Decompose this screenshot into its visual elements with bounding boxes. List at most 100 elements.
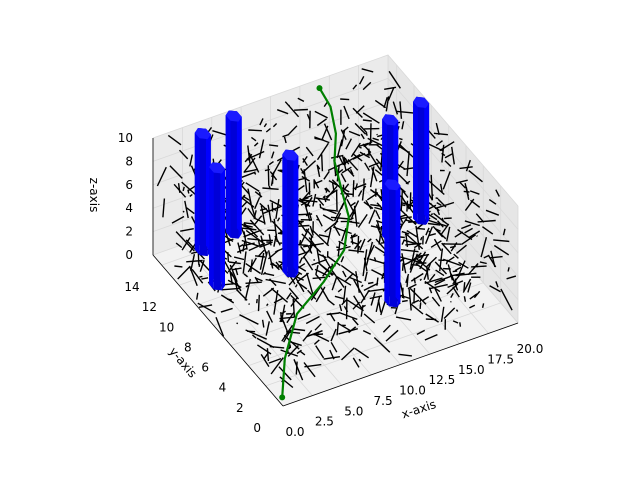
tree-edge bbox=[414, 257, 431, 271]
tree-edge bbox=[322, 214, 334, 222]
z-tick-label: 4 bbox=[125, 201, 133, 215]
tree-edge bbox=[268, 357, 282, 364]
tree-edge bbox=[354, 347, 369, 359]
tree-edge bbox=[283, 329, 292, 343]
tree-edge bbox=[258, 139, 265, 159]
z-tick-label: 10 bbox=[118, 131, 133, 145]
tree-edge bbox=[349, 276, 362, 284]
tree-edge bbox=[353, 295, 363, 309]
tree-edge bbox=[305, 146, 314, 157]
tree-edge bbox=[264, 272, 275, 277]
tree-edge bbox=[234, 277, 238, 291]
tree-edge bbox=[271, 262, 280, 271]
tree-edge bbox=[392, 101, 399, 115]
tree-edge bbox=[259, 118, 264, 126]
tree-edge bbox=[312, 230, 330, 247]
tree-edge bbox=[303, 362, 316, 378]
tree-edge bbox=[450, 293, 454, 298]
tree-edge bbox=[453, 253, 459, 259]
tree-edge bbox=[330, 328, 337, 342]
tree-edge bbox=[450, 273, 459, 291]
tree-edge bbox=[435, 269, 445, 277]
tree-edge bbox=[284, 101, 300, 118]
tree-edge bbox=[220, 307, 233, 313]
tree-edge bbox=[401, 299, 408, 303]
tree-edge bbox=[305, 213, 309, 217]
tree-edge bbox=[395, 316, 412, 321]
tree-edge bbox=[333, 203, 344, 222]
tree-edge bbox=[271, 220, 285, 234]
tree-edge bbox=[329, 349, 335, 360]
obstacle-top bbox=[382, 114, 399, 126]
tree-edge bbox=[185, 207, 195, 215]
obstacle bbox=[209, 162, 225, 291]
tree-edge bbox=[279, 376, 294, 389]
y-tick-label: 0 bbox=[253, 421, 261, 435]
tree-edge bbox=[191, 268, 204, 284]
tree-edge bbox=[459, 322, 462, 327]
tree-edge bbox=[259, 202, 269, 213]
tree-edge bbox=[273, 297, 284, 304]
y-tick-label: 8 bbox=[184, 341, 192, 355]
tree-edge bbox=[400, 249, 419, 253]
tree-edge bbox=[259, 242, 272, 248]
tree-edge bbox=[425, 256, 437, 268]
tree-edge bbox=[428, 230, 431, 233]
obstacle-top bbox=[209, 162, 225, 174]
tree-edge bbox=[348, 326, 357, 334]
x-tick-label: 12.5 bbox=[429, 373, 456, 387]
tree-edge bbox=[459, 166, 473, 170]
tree-edge bbox=[461, 224, 472, 230]
tree-edge bbox=[186, 259, 203, 263]
tree-edge bbox=[344, 153, 361, 164]
tree-edge bbox=[345, 138, 353, 150]
tree-edge bbox=[331, 276, 338, 291]
tree-edge bbox=[362, 329, 372, 335]
tree-edge bbox=[257, 294, 260, 312]
tree-edge bbox=[296, 281, 308, 290]
tree-edge bbox=[419, 253, 429, 270]
x-tick-label: 10.0 bbox=[399, 384, 426, 398]
tree-edge bbox=[242, 195, 250, 201]
tree-edge bbox=[502, 228, 506, 236]
tree-edge bbox=[245, 281, 262, 284]
tree-edge bbox=[267, 250, 274, 269]
tree-edge bbox=[362, 81, 372, 91]
tree-edge bbox=[331, 181, 335, 193]
tree-edge bbox=[300, 199, 310, 206]
obstacle bbox=[384, 179, 401, 308]
tree-edge bbox=[354, 183, 358, 191]
tree-edge bbox=[243, 231, 248, 250]
tree-edge bbox=[314, 137, 324, 141]
tree-edge bbox=[352, 84, 358, 90]
tree-edge bbox=[263, 205, 282, 215]
tree-edge bbox=[340, 129, 346, 147]
tree-edge bbox=[360, 284, 364, 288]
tree-edge bbox=[443, 307, 456, 319]
tree-edge bbox=[425, 227, 430, 236]
tree-edge bbox=[424, 280, 441, 293]
tree-edge bbox=[429, 283, 448, 290]
tree-edge bbox=[273, 233, 278, 247]
tree-edge bbox=[316, 248, 321, 264]
tree-edge bbox=[401, 230, 410, 235]
tree-edge bbox=[174, 265, 183, 268]
tree-edge bbox=[318, 234, 330, 238]
tree-edge bbox=[400, 189, 404, 212]
tree-edge bbox=[251, 334, 257, 339]
tree-edge bbox=[323, 356, 341, 360]
tree-edge bbox=[336, 321, 339, 336]
tree-edge bbox=[424, 226, 434, 244]
tree-edge bbox=[301, 160, 317, 174]
tree-edge bbox=[435, 197, 439, 200]
x-axis-line bbox=[282, 322, 519, 407]
tree-edge bbox=[340, 173, 347, 183]
tree-edge bbox=[263, 351, 270, 360]
tree-edge bbox=[495, 281, 499, 288]
tree-edge bbox=[373, 257, 377, 262]
tree-edge bbox=[315, 274, 322, 281]
tree-edge bbox=[316, 142, 329, 161]
tree-edge bbox=[232, 267, 242, 271]
tree-edge bbox=[201, 277, 209, 280]
tree-edge bbox=[306, 330, 323, 338]
